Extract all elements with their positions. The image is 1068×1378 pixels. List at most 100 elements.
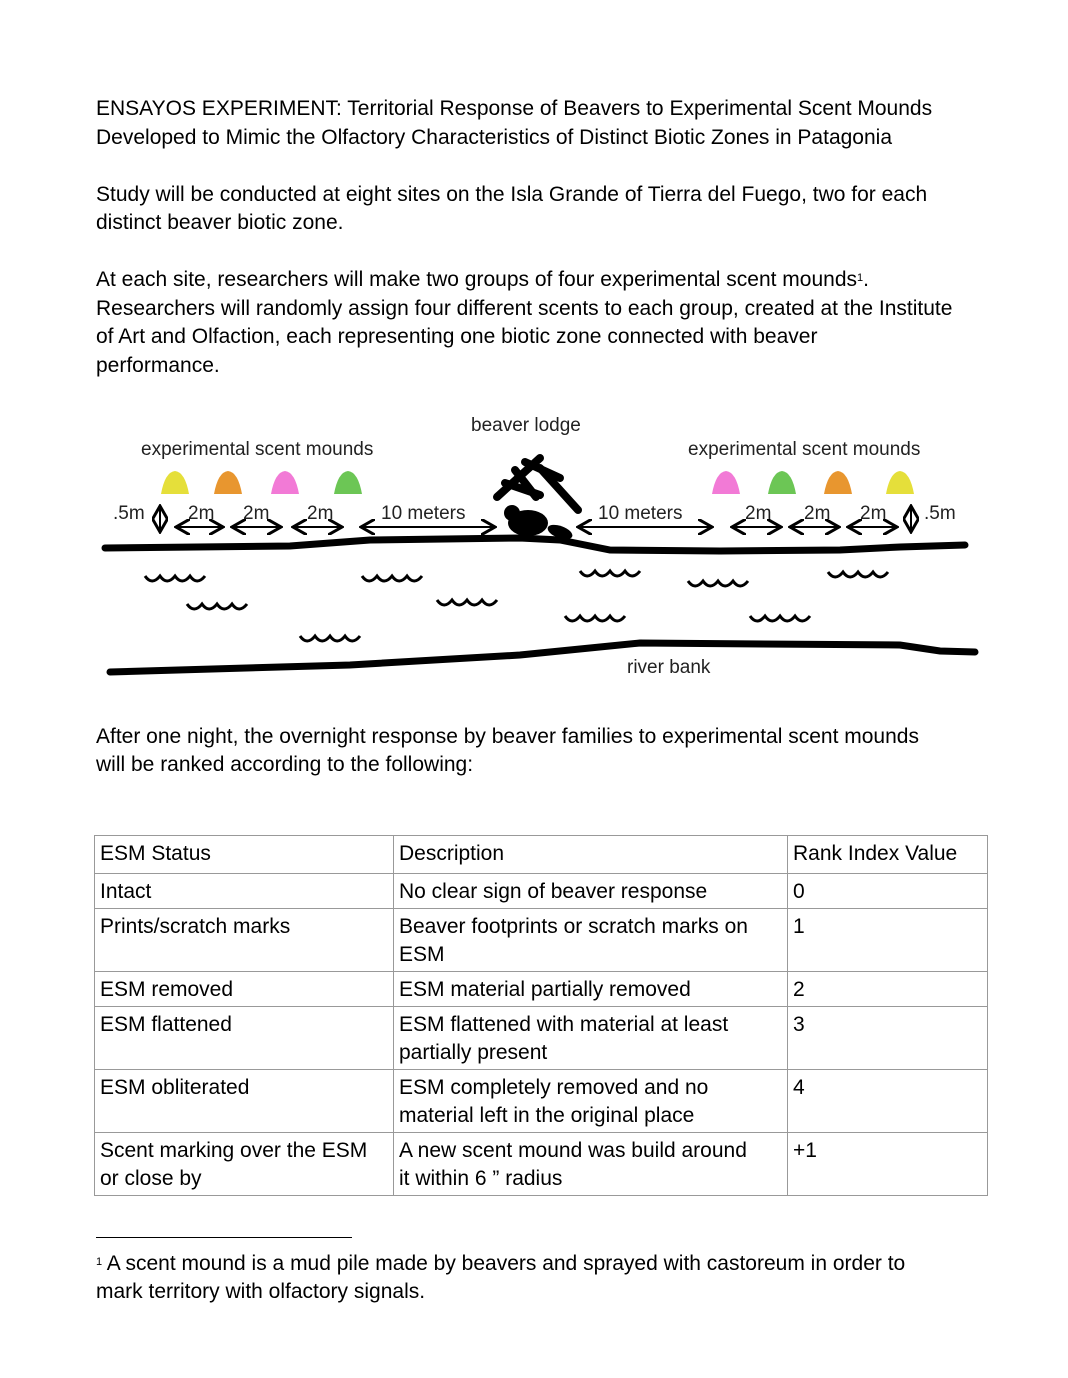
river-bank-line (106, 639, 979, 676)
table-row: ESM flattened ESM flattened with material… (94, 1006, 988, 1070)
distance-label-10m-left: 10 meters (381, 503, 465, 524)
distance-label-half-m-left: .5m (113, 503, 145, 524)
table-row: ESM obliterated ESM completely removed an… (94, 1069, 988, 1133)
cell-line: Intact (100, 880, 152, 903)
footnote-divider (96, 1237, 352, 1238)
description-cell: ESM material partially removed (393, 971, 788, 1007)
footnote-line-2: mark territory with olfactory signals. (96, 1280, 426, 1303)
description-cell: A new scent mound was build around it wit… (393, 1132, 788, 1196)
cell-line: ESM material partially removed (399, 978, 691, 1001)
distance-label-2m: 2m (745, 503, 771, 524)
title-line-2: Developed to Mimic the Olfactory Charact… (96, 126, 893, 149)
cell-line: ESM obliterated (100, 1076, 250, 1099)
distance-label-2m: 2m (860, 503, 886, 524)
esm-status-cell: ESM flattened (94, 1006, 394, 1070)
cell-line: Prints/scratch marks (100, 915, 291, 938)
cell-line: it within 6 ” radius (399, 1167, 563, 1190)
cell-line: No clear sign of beaver response (399, 880, 708, 903)
distance-label-10m-right: 10 meters (598, 503, 682, 524)
description-cell: No clear sign of beaver response (393, 873, 788, 909)
wave-mark (435, 597, 499, 607)
esm-status-cell: Intact (94, 873, 394, 909)
scent-mound-right-2 (768, 471, 796, 494)
footnote-ref[interactable]: 1 (857, 272, 864, 284)
description-cell: Beaver footprints or scratch marks on ESM (393, 908, 788, 972)
distance-label-2m: 2m (243, 503, 269, 524)
table-header-row: ESM Status Description Rank Index Value (94, 835, 988, 874)
cell-line: Scent marking over the ESM (100, 1139, 368, 1162)
wave-mark (563, 613, 627, 623)
river-bank-label: river bank (627, 657, 711, 678)
table-row: Intact No clear sign of beaver response 0 (94, 873, 988, 909)
beaver-icon (504, 505, 573, 540)
cell-line: A new scent mound was build around (399, 1139, 747, 1162)
wave-mark (185, 601, 249, 611)
scent-mound-right-4 (886, 471, 914, 494)
cell-line: ESM flattened (100, 1013, 232, 1036)
para2-text: At each site, researchers will make two … (96, 268, 858, 291)
mounds-label-right: experimental scent mounds (688, 439, 920, 460)
scent-mound-left-3 (271, 471, 299, 494)
rank-cell: 4 (787, 1069, 988, 1133)
para1-line-1: Study will be conducted at eight sites o… (96, 183, 928, 206)
cell-line: material left in the original place (399, 1104, 695, 1127)
cell-line: or close by (100, 1167, 202, 1190)
description-cell: ESM flattened with material at least part… (393, 1006, 788, 1070)
cell-line: ESM completely removed and no (399, 1076, 709, 1099)
para3-line-2: will be ranked according to the followin… (96, 753, 474, 776)
para2-line-2: Researchers will randomly assign four di… (96, 297, 953, 320)
distance-label-2m: 2m (307, 503, 333, 524)
table-row: Scent marking over the ESM or close by A n… (94, 1132, 988, 1196)
esm-status-cell: Scent marking over the ESM or close by (94, 1132, 394, 1196)
para1-line-2: distinct beaver biotic zone. (96, 211, 344, 234)
footnote-line-1: 1 A scent mound is a mud pile made by be… (96, 1250, 905, 1278)
wave-mark (143, 573, 207, 583)
footnote-mark: 1 (96, 1256, 103, 1268)
scent-mound-left-4 (334, 471, 362, 494)
cell-line: partially present (399, 1041, 548, 1064)
header-esm-status: ESM Status (94, 835, 394, 874)
para2-line-3: of Art and Olfaction, each representing … (96, 325, 818, 348)
beaver-site-diagram: experimental scent mounds experimental s… (101, 415, 979, 678)
wave-mark (360, 573, 424, 583)
water-waves (143, 568, 890, 643)
esm-status-cell: ESM obliterated (94, 1069, 394, 1133)
header-rank-index: Rank Index Value (787, 835, 988, 874)
cell-line: Beaver footprints or scratch marks on (399, 915, 748, 938)
lodge-label: beaver lodge (471, 415, 581, 436)
para3-line-1: After one night, the overnight response … (96, 725, 919, 748)
rank-cell: 1 (787, 908, 988, 972)
wave-mark (298, 633, 362, 643)
wave-mark (686, 578, 750, 588)
table-row: Prints/scratch marks Beaver footprints or… (94, 908, 988, 972)
water-edge-line (101, 534, 969, 555)
distance-label-half-m-right: .5m (924, 503, 956, 524)
distance-arrows (160, 508, 911, 530)
cell-line: ESM (399, 943, 445, 966)
table-row: ESM removed ESM material partially remove… (94, 971, 988, 1007)
para2-period: . (863, 268, 869, 291)
mounds-label-left: experimental scent mounds (141, 439, 373, 460)
wave-mark (748, 613, 812, 623)
rank-cell: 0 (787, 873, 988, 909)
distance-label-2m: 2m (804, 503, 830, 524)
wave-mark (826, 569, 890, 579)
ranking-table: ESM Status Description Rank Index Value … (94, 835, 988, 1196)
scent-mound-left-2 (214, 471, 242, 494)
scent-mound-left-1 (161, 471, 189, 494)
rank-cell: 2 (787, 971, 988, 1007)
distance-label-2m: 2m (188, 503, 214, 524)
esm-status-cell: Prints/scratch marks (94, 908, 394, 972)
header-description: Description (393, 835, 788, 874)
scent-mound-right-1 (712, 471, 740, 494)
scent-mound-right-3 (824, 471, 852, 494)
description-cell: ESM completely removed and no material le… (393, 1069, 788, 1133)
rank-cell: +1 (787, 1132, 988, 1196)
title-line-1: ENSAYOS EXPERIMENT: Territorial Response… (96, 97, 933, 120)
beaver-lodge-sticks-icon (493, 454, 582, 514)
cell-line: ESM flattened with material at least (399, 1013, 729, 1036)
wave-mark (578, 568, 642, 578)
para2-line-4: performance. (96, 354, 220, 377)
para2-line-1: At each site, researchers will make two … (96, 266, 869, 294)
